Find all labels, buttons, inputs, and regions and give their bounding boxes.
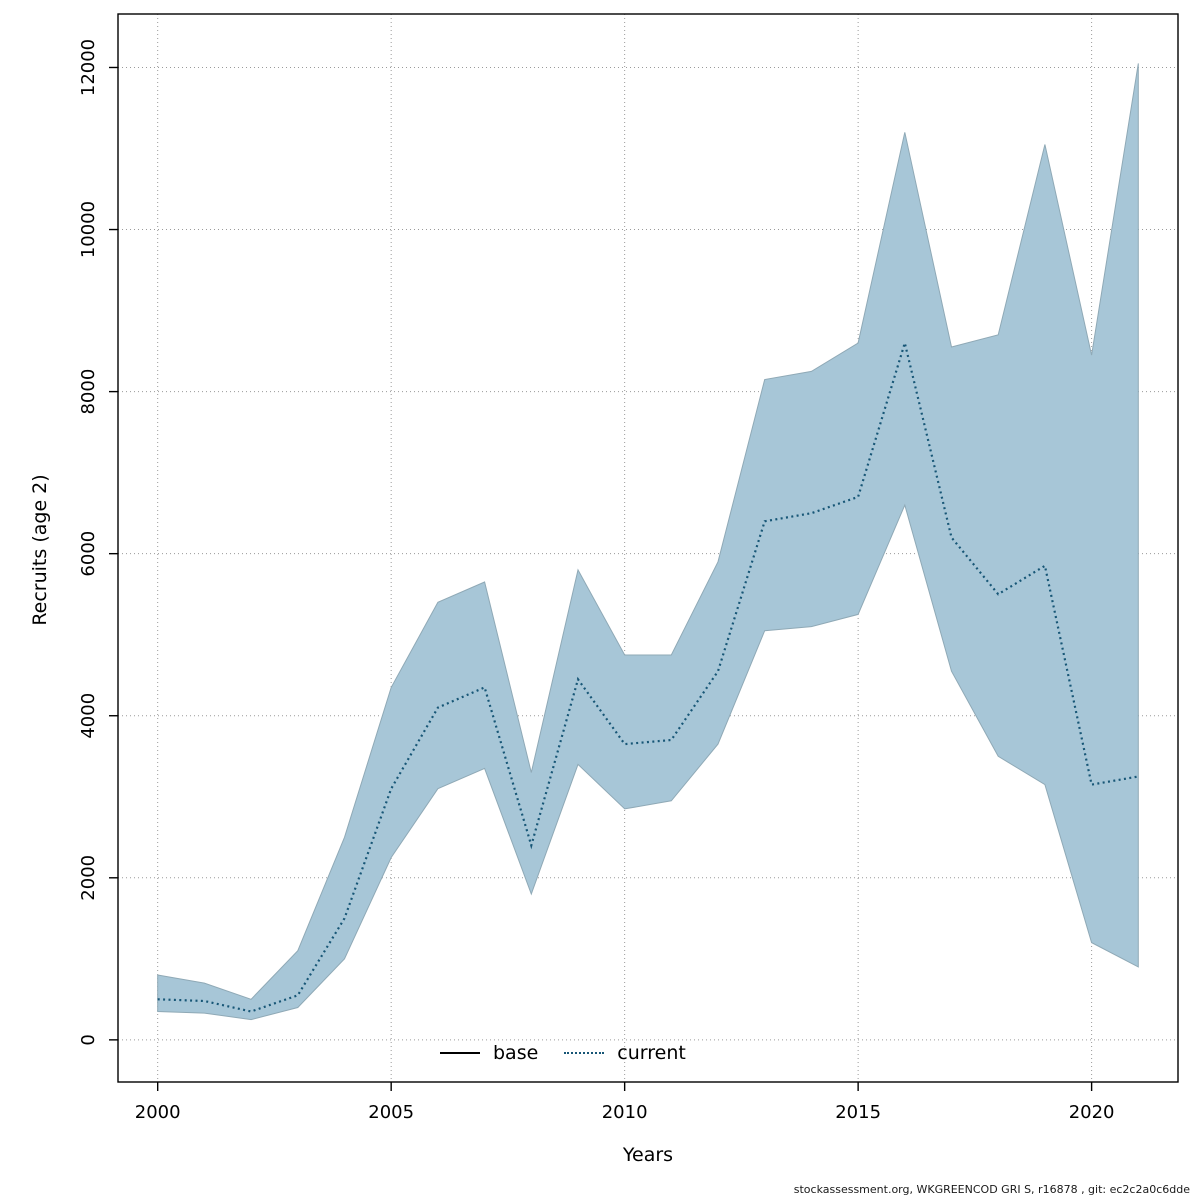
y-tick-label: 8000 xyxy=(78,369,99,415)
y-tick-label: 2000 xyxy=(78,855,99,901)
x-tick-label: 2020 xyxy=(1069,1102,1115,1123)
x-tick-label: 2005 xyxy=(368,1102,414,1123)
legend-base-line-swatch xyxy=(440,1052,480,1054)
legend-base-label: base xyxy=(493,1042,539,1064)
legend-item-current: current xyxy=(564,1042,686,1064)
legend-current-label: current xyxy=(617,1042,686,1064)
legend-current-line-swatch xyxy=(564,1052,605,1054)
footer-note: stockassessment.org, WKGREENCOD GRI S, r… xyxy=(793,1183,1190,1196)
y-axis-label: Recruits (age 2) xyxy=(29,474,51,626)
x-tick-label: 2000 xyxy=(135,1102,181,1123)
legend: base current xyxy=(440,1042,686,1064)
current-line xyxy=(157,338,1139,1013)
x-tick-label: 2015 xyxy=(835,1102,881,1123)
confidence-ribbon xyxy=(157,63,1139,1021)
legend-item-base: base xyxy=(440,1042,538,1064)
y-tick-label: 12000 xyxy=(78,39,99,96)
plot-box xyxy=(117,13,1179,1083)
x-axis-label: Years xyxy=(622,1144,674,1166)
x-tick-label: 2010 xyxy=(602,1102,648,1123)
y-tick-label: 10000 xyxy=(78,201,99,258)
y-tick-label: 4000 xyxy=(78,693,99,739)
y-tick-label: 0 xyxy=(78,1034,99,1045)
y-tick-label: 6000 xyxy=(78,531,99,577)
